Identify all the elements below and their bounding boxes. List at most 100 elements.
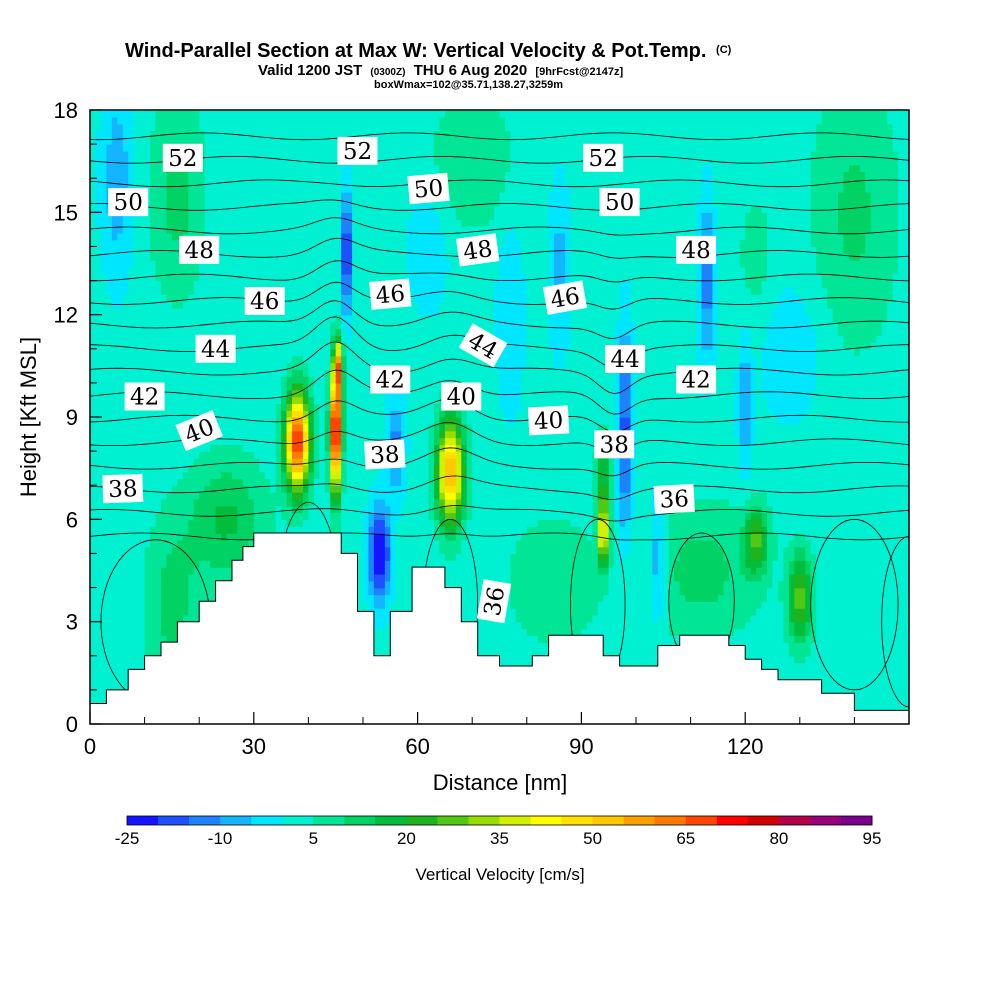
velocity-cell <box>210 273 217 282</box>
velocity-cell <box>128 560 135 568</box>
velocity-cell <box>117 239 124 248</box>
velocity-cell <box>324 137 331 145</box>
velocity-cell <box>128 321 135 330</box>
velocity-cell <box>281 205 288 214</box>
velocity-cell <box>341 253 348 261</box>
velocity-cell <box>352 546 359 555</box>
velocity-cell <box>204 478 211 486</box>
velocity-cell <box>210 478 217 486</box>
velocity-cell <box>363 410 370 418</box>
velocity-cell <box>111 280 118 289</box>
velocity-cell <box>133 594 140 602</box>
velocity-cell <box>139 294 146 302</box>
velocity-cell <box>122 451 129 459</box>
velocity-cell <box>363 389 370 398</box>
velocity-cell <box>281 478 288 486</box>
velocity-cell <box>297 164 304 173</box>
velocity-cell <box>204 526 211 534</box>
velocity-cell <box>384 417 391 425</box>
velocity-cell <box>231 478 239 486</box>
velocity-cell <box>379 567 386 575</box>
velocity-cell <box>166 485 173 493</box>
velocity-cell <box>363 369 370 377</box>
velocity-cell <box>237 328 244 336</box>
velocity-cell <box>275 328 282 336</box>
velocity-cell <box>171 185 179 193</box>
velocity-cell <box>384 471 391 480</box>
velocity-cell <box>324 348 331 357</box>
velocity-cell <box>139 321 146 330</box>
velocity-cell <box>231 123 239 132</box>
velocity-cell <box>171 410 179 418</box>
velocity-cell <box>281 464 288 473</box>
velocity-cell <box>308 191 315 200</box>
velocity-cell <box>292 464 299 473</box>
velocity-cell <box>242 260 250 268</box>
velocity-cell <box>270 164 277 173</box>
velocity-cell <box>275 519 282 527</box>
velocity-cell <box>188 485 195 493</box>
velocity-cell <box>144 362 151 370</box>
velocity-cell <box>144 587 151 596</box>
velocity-cell <box>308 512 315 521</box>
velocity-cell <box>302 376 310 384</box>
velocity-cell <box>335 225 342 234</box>
velocity-cell <box>242 110 250 118</box>
velocity-cell <box>346 485 353 493</box>
velocity-cell <box>270 116 277 125</box>
velocity-cell <box>177 614 184 623</box>
velocity-cell <box>313 321 321 330</box>
velocity-cell <box>363 560 370 568</box>
velocity-cell <box>308 273 315 282</box>
velocity-cell <box>242 123 250 132</box>
velocity-cell <box>384 355 391 364</box>
velocity-cell <box>171 369 179 377</box>
velocity-cell <box>335 492 342 500</box>
velocity-cell <box>275 273 282 282</box>
velocity-cell <box>286 498 293 507</box>
velocity-cell <box>379 178 386 186</box>
velocity-cell <box>204 362 211 370</box>
velocity-cell <box>352 376 359 384</box>
velocity-cell <box>297 355 304 364</box>
velocity-cell <box>199 471 206 480</box>
velocity-cell <box>95 437 102 445</box>
velocity-cell <box>379 116 386 125</box>
velocity-cell <box>363 219 370 227</box>
velocity-cell <box>221 123 228 132</box>
velocity-cell <box>335 396 342 405</box>
velocity-cell <box>313 437 321 445</box>
velocity-cell <box>379 266 386 275</box>
velocity-cell <box>308 137 315 145</box>
velocity-cell <box>286 321 293 330</box>
velocity-cell <box>281 389 288 398</box>
velocity-cell <box>352 389 359 398</box>
velocity-cell <box>281 191 288 200</box>
velocity-cell <box>253 260 260 268</box>
velocity-cell <box>335 464 342 473</box>
velocity-cell <box>215 198 222 207</box>
velocity-cell <box>90 376 97 384</box>
velocity-cell <box>275 485 282 493</box>
velocity-cell <box>275 239 282 248</box>
velocity-cell <box>308 307 315 316</box>
velocity-cell <box>111 116 118 125</box>
velocity-cell <box>100 314 108 323</box>
velocity-cell <box>368 580 375 589</box>
velocity-cell <box>259 437 266 445</box>
velocity-cell <box>297 430 304 439</box>
velocity-cell <box>166 580 173 589</box>
velocity-cell <box>193 526 200 534</box>
velocity-cell <box>215 219 222 227</box>
velocity-cell <box>286 335 293 343</box>
velocity-cell <box>286 451 293 459</box>
velocity-cell <box>117 150 124 159</box>
velocity-cell <box>204 123 211 132</box>
velocity-cell <box>319 369 326 377</box>
velocity-cell <box>335 471 342 480</box>
velocity-cell <box>281 314 288 323</box>
velocity-cell <box>313 280 321 289</box>
velocity-cell <box>341 532 348 541</box>
velocity-cell <box>341 396 348 405</box>
